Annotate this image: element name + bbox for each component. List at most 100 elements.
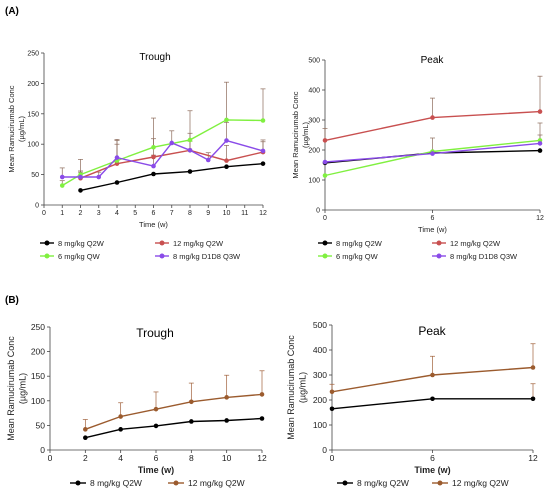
legend-swatch-marker: [322, 240, 328, 246]
legend-label: 8 mg/kg Q2W: [90, 478, 142, 488]
x-tick-label: 0: [330, 453, 335, 463]
y-tick-label: 500: [308, 57, 320, 64]
panel-label-a: (A): [5, 6, 19, 17]
data-point: [322, 138, 328, 143]
y-axis-label: Mean Ramucirumab Conc(µg/mL): [291, 91, 310, 178]
chart-title-a-peak: Peak: [421, 55, 445, 66]
data-point: [151, 163, 156, 169]
y-tick-label: 500: [313, 320, 327, 330]
y-tick-label: 300: [308, 117, 320, 124]
data-point: [322, 173, 328, 178]
x-tick-label: 5: [133, 210, 137, 217]
x-tick-label: 6: [152, 210, 156, 217]
y-tick-label: 0: [316, 207, 320, 214]
data-point: [430, 115, 435, 120]
y-tick-label: 250: [27, 50, 39, 57]
data-point: [259, 392, 265, 397]
x-tick-label: 8: [188, 210, 192, 217]
legend-b-peak: 8 mg/kg Q2W 12 mg/kg Q2W: [337, 478, 509, 488]
y-tick-label: 100: [313, 420, 327, 430]
data-point: [224, 395, 229, 400]
x-tick-label: 1: [60, 210, 64, 217]
legend-swatch-marker: [322, 253, 328, 259]
x-axis-label: Time (w): [418, 225, 447, 234]
y-tick-label: 100: [308, 177, 320, 184]
x-tick-label: 4: [118, 453, 123, 463]
y-tick-label: 400: [308, 87, 320, 94]
legend-swatch-marker: [437, 480, 443, 486]
x-axis-label: Time (w): [138, 465, 174, 475]
y-axis-label: Mean Ramucirumab Conc(µg/mL): [286, 335, 308, 440]
data-point: [114, 180, 120, 185]
legend-label: 8 mg/kg Q2W: [58, 239, 105, 248]
legend-swatch-marker: [159, 253, 165, 259]
y-axis-label-line: (µg/mL): [18, 373, 28, 404]
y-tick-label: 400: [313, 345, 327, 355]
data-point: [260, 148, 266, 154]
data-point: [118, 414, 123, 419]
data-point: [430, 372, 435, 378]
y-tick-label: 0: [35, 202, 39, 209]
legend-label: 12 mg/kg Q2W: [452, 478, 509, 488]
y-tick-label: 200: [27, 81, 39, 88]
data-point: [224, 164, 229, 169]
y-tick-label: 0: [40, 445, 45, 455]
x-tick-label: 0: [323, 215, 327, 222]
data-point: [187, 147, 193, 153]
legend-label: 6 mg/kg QW: [58, 252, 101, 261]
data-point: [530, 396, 536, 402]
x-tick-label: 12: [528, 453, 538, 463]
legend-label: 8 mg/kg Q2W: [357, 478, 409, 488]
legend-a-peak: 8 mg/kg Q2W 12 mg/kg Q2W 6 mg/kg QW 8 mg/kg…: [318, 239, 518, 261]
data-point: [151, 144, 156, 150]
legend-swatch-marker: [159, 240, 165, 246]
data-point: [151, 154, 156, 160]
panel-label-b: (B): [5, 295, 19, 306]
series-line: [62, 139, 264, 178]
data-point: [224, 138, 229, 143]
x-tick-label: 7: [170, 210, 174, 217]
y-tick-label: 50: [36, 420, 46, 430]
y-tick-label: 0: [322, 445, 327, 455]
legend-label: 6 mg/kg QW: [336, 252, 379, 261]
y-tick-label: 200: [308, 147, 320, 154]
chart-title-b-peak: Peak: [418, 324, 446, 338]
x-tick-label: 12: [536, 215, 544, 222]
y-axis-label-line: Mean Ramucirumab Conc: [291, 91, 300, 178]
data-point: [151, 171, 156, 177]
data-point: [259, 416, 265, 421]
data-point: [430, 396, 435, 402]
chart-b-peak: 0 100 200 300 400 500 0 6 12 Time (w) Mean Ramucir…: [286, 320, 538, 475]
legend-swatch-marker: [75, 480, 81, 486]
data-point: [205, 157, 211, 163]
x-axis-label: Time (w): [139, 220, 168, 229]
data-point: [78, 174, 83, 180]
x-tick-label: 4: [115, 210, 119, 217]
x-tick-label: 12: [259, 210, 267, 217]
legend-label: 8 mg/kg D1D8 Q3W: [173, 252, 241, 261]
data-point: [189, 399, 194, 405]
data-point: [260, 118, 266, 123]
data-point: [187, 169, 193, 174]
data-point: [329, 406, 335, 412]
data-point: [187, 137, 193, 143]
chart-b-trough: 0 50 100 150 200 250 0 2 4 6 8 10 12 Time (w) Mean Ram…: [6, 322, 267, 475]
legend-swatch-marker: [436, 240, 442, 246]
y-tick-label: 250: [31, 322, 45, 332]
legend-swatch-marker: [342, 480, 348, 486]
chart-title-b-trough: Trough: [136, 326, 174, 340]
y-tick-label: 200: [313, 395, 327, 405]
y-tick-label: 150: [27, 111, 39, 118]
x-tick-label: 6: [430, 453, 435, 463]
data-point: [78, 188, 83, 193]
legend-label: 12 mg/kg Q2W: [450, 239, 501, 248]
series-line: [85, 417, 263, 439]
data-point: [537, 148, 543, 153]
data-point: [430, 151, 435, 156]
x-tick-label: 11: [241, 210, 248, 217]
data-point: [537, 141, 543, 146]
y-axis-label-line: Mean Ramucirumab Conc: [7, 85, 16, 172]
